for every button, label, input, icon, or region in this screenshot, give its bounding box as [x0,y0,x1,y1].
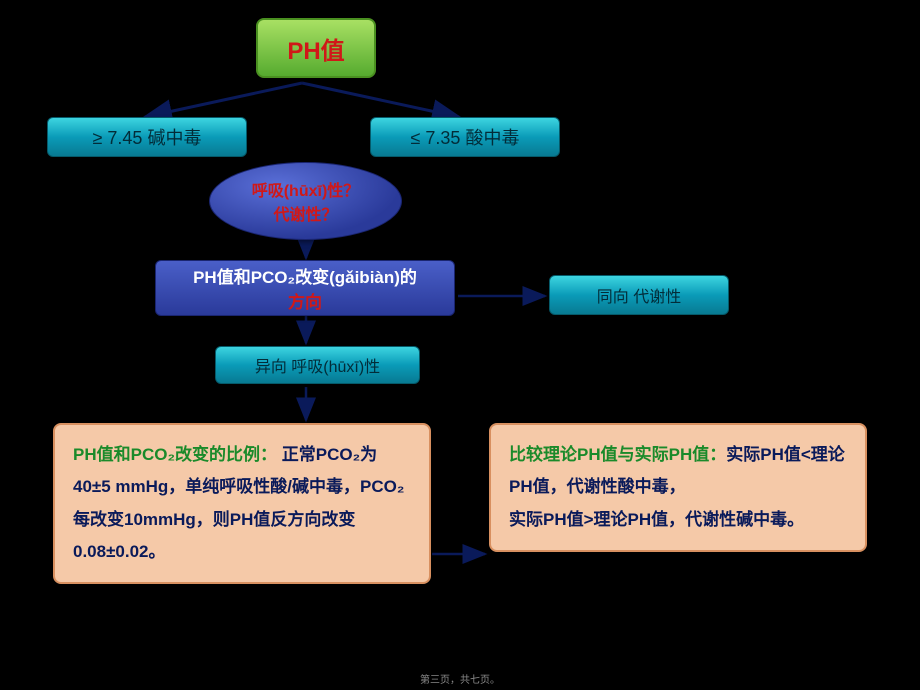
box2-title: 比较理论PH值与实际PH值： [509,445,726,464]
ellipse-line2: 代谢性？ [273,201,337,225]
diff-dir-label: 异向 呼吸(hūxī)性 [255,353,380,377]
box2-line2: 实际PH值>理论PH值，代谢性碱中毒。 [509,510,804,529]
node-ph: PH值 [256,18,376,78]
node-same-direction: 同向 代谢性 [549,275,729,315]
acidosis-label: ≤ 7.35 酸中毒 [411,124,520,150]
node-acidosis: ≤ 7.35 酸中毒 [370,117,560,157]
ellipse-line1: 呼吸(hūxī)性？ [252,177,360,201]
box1-title: PH值和PCO₂改变的比例： [73,445,277,464]
node-diff-direction: 异向 呼吸(hūxī)性 [215,346,420,384]
node-direction: PH值和PCO₂改变(gǎibiàn)的 方向 [155,260,455,316]
footer-text: 第三页，共七页。 [420,675,500,686]
node-alkalosis: ≥ 7.45 碱中毒 [47,117,247,157]
ph-label: PH值 [287,31,344,66]
box-ratio: PH值和PCO₂改变的比例： 正常PCO₂为40±5 mmHg，单纯呼吸性酸/碱… [53,423,431,584]
same-dir-label: 同向 代谢性 [597,283,681,307]
direction-line2: 方向 [288,288,322,313]
box-compare: 比较理论PH值与实际PH值：实际PH值<理论PH值，代谢性酸中毒， 实际PH值>… [489,423,867,552]
page-footer: 第三页，共七页。 [0,671,920,686]
direction-line1: PH值和PCO₂改变(gǎibiàn)的 [193,263,417,288]
node-type-question: 呼吸(hūxī)性？ 代谢性？ [209,162,402,240]
alkalosis-label: ≥ 7.45 碱中毒 [93,124,202,150]
